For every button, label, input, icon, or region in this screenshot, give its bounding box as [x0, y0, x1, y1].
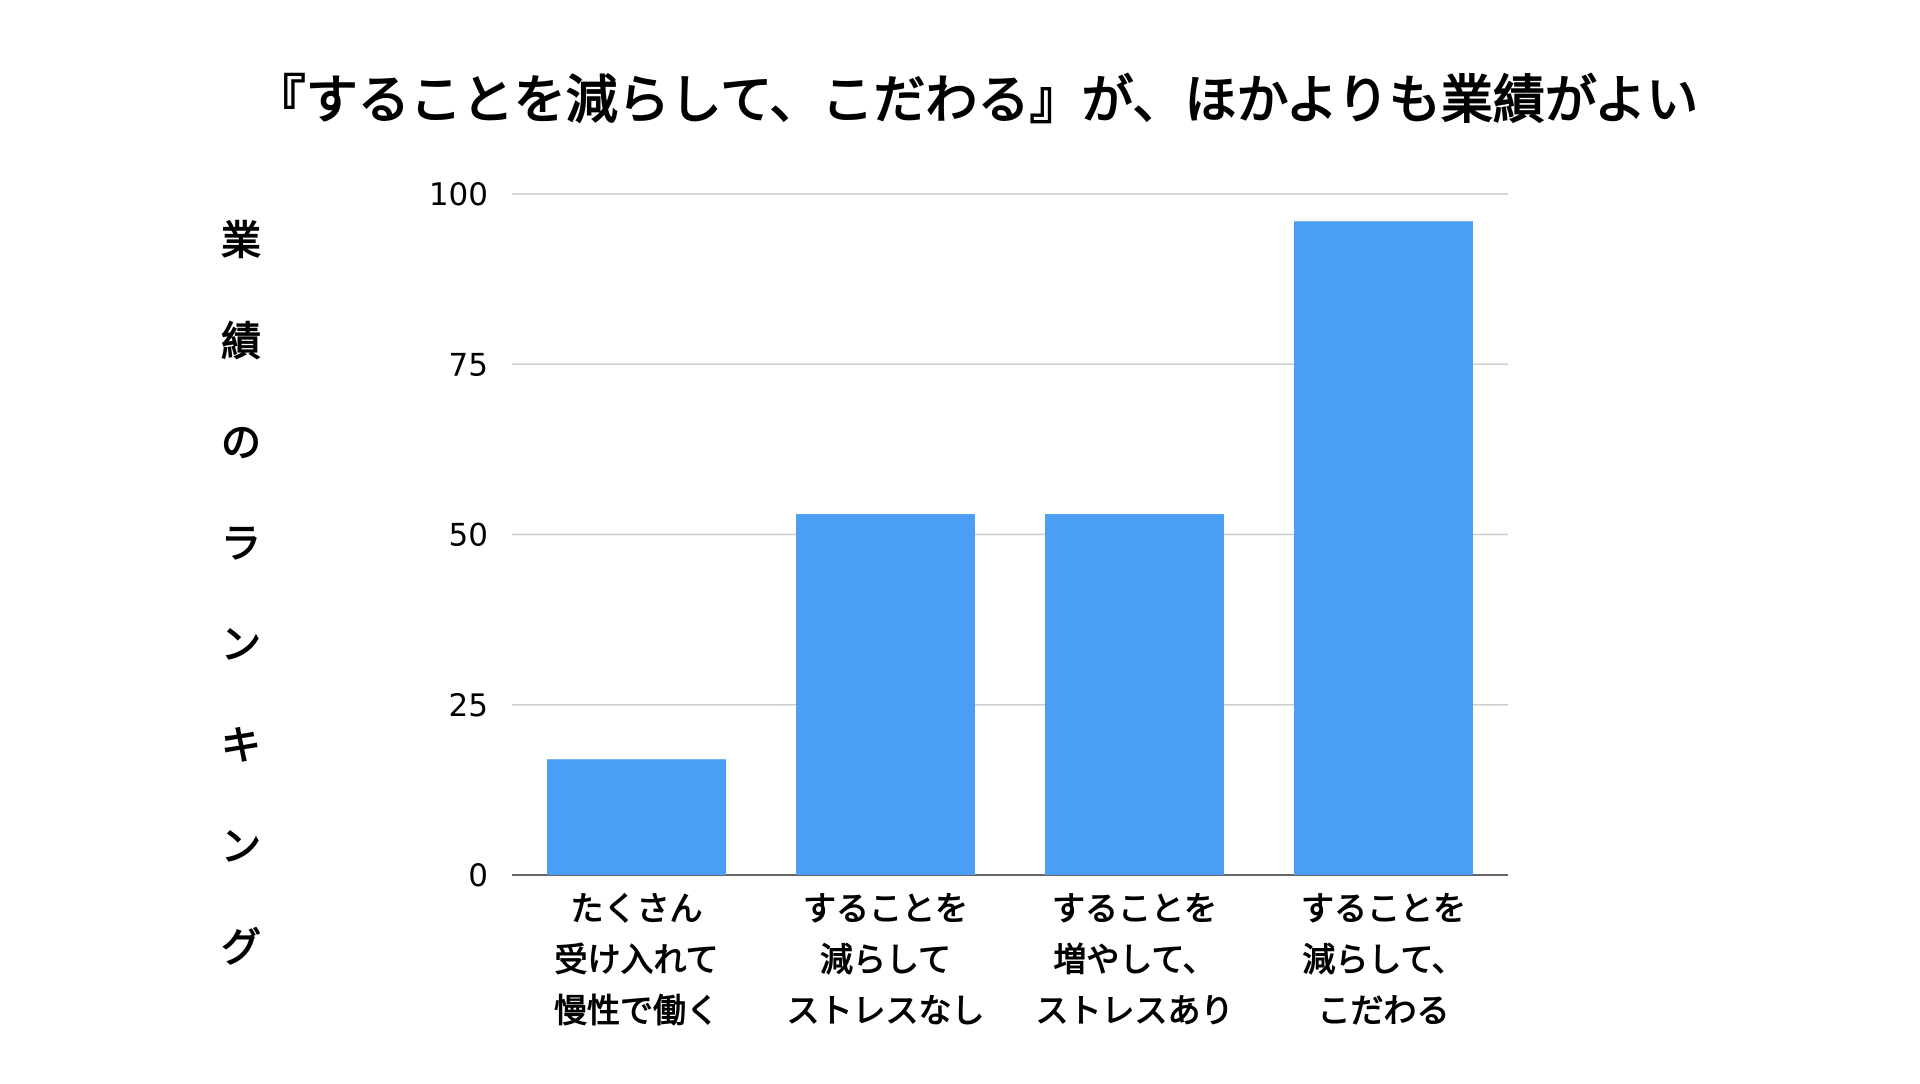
x-axis-categories: たくさん受け入れて慢性で働くすることを減らしてストレスなしすることを増やして、ス… [554, 889, 1466, 1030]
y-tick-label: 25 [449, 688, 488, 724]
y-axis-label-char: キ [221, 723, 261, 769]
x-category-label: することを減らしてストレスなし [787, 889, 985, 1030]
chart-title: 『することを減らして、こだわる』が、ほかよりも業績がよい [254, 71, 1699, 131]
y-tick-label: 75 [449, 347, 488, 383]
y-axis-label-char: ン [221, 622, 261, 668]
x-category-label: たくさん受け入れて慢性で働く [554, 889, 719, 1030]
bar [1045, 514, 1224, 875]
bar [796, 514, 975, 875]
y-tick-label: 50 [449, 518, 488, 554]
y-axis-label-char: 業 [221, 218, 261, 264]
y-axis-ticks: 0 25 50 75 100 [429, 177, 488, 894]
y-tick-label: 0 [468, 858, 488, 894]
x-category-label: することを減らして、こだわる [1301, 889, 1466, 1030]
y-axis-label-char: ン [221, 824, 261, 870]
bar [547, 759, 726, 875]
x-category-label: することを増やして、ストレスあり [1036, 889, 1234, 1030]
y-tick-label: 100 [429, 177, 488, 213]
y-axis-label-char: の [221, 420, 261, 466]
y-axis-label-char: ラ [221, 521, 261, 567]
bar [1294, 221, 1473, 876]
y-axis-label-char: グ [221, 925, 261, 971]
y-axis-label-char: 績 [221, 319, 261, 365]
bars [547, 221, 1473, 876]
